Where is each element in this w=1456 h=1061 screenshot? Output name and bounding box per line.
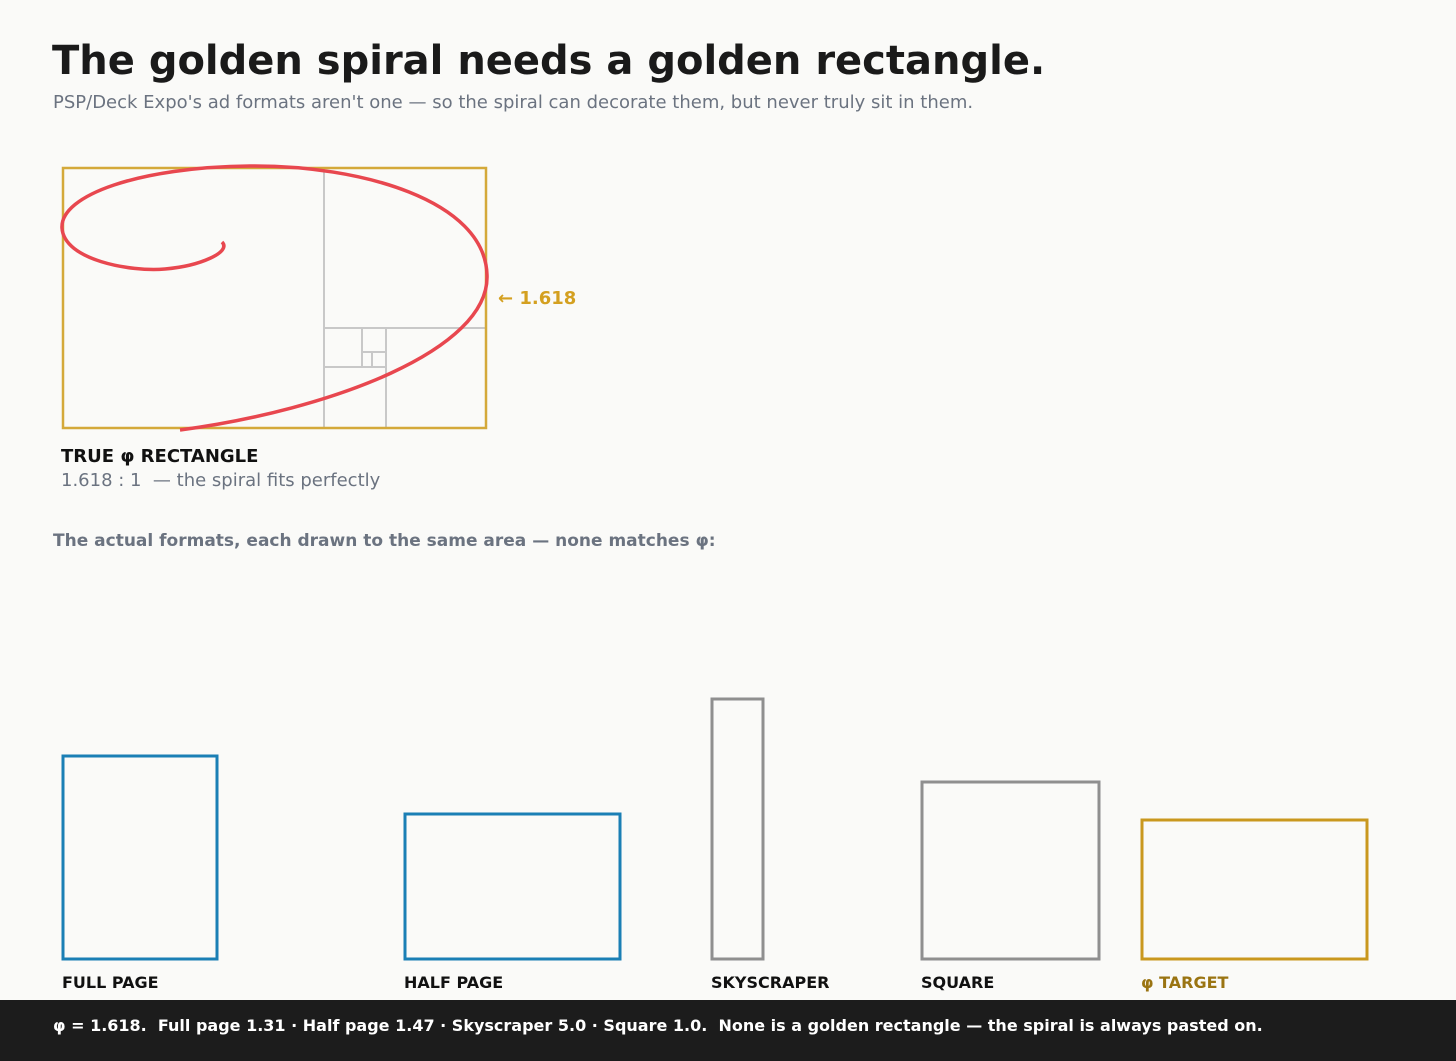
golden-spiral bbox=[60, 164, 489, 432]
full-page-rect bbox=[61, 754, 219, 961]
format-rectangles bbox=[61, 697, 1369, 961]
format-label: HALF PAGE bbox=[404, 973, 504, 992]
golden-rectangle bbox=[61, 166, 488, 430]
format-label: φ TARGET bbox=[1141, 973, 1229, 992]
illustration: ← 1.618 bbox=[60, 164, 1369, 961]
golden-caption: 1.618 : 1 — the spiral fits perfectly bbox=[61, 470, 381, 491]
footer: φ = 1.618. Full page 1.31 · Half page 1.… bbox=[0, 1000, 1456, 1061]
golden-title: TRUE φ RECTANGLE bbox=[61, 446, 259, 467]
footer-text: φ = 1.618. Full page 1.31 · Half page 1.… bbox=[53, 1016, 1263, 1035]
format-label: SKYSCRAPER bbox=[711, 973, 830, 992]
skyscraper-rect bbox=[710, 697, 765, 961]
title: The golden spiral needs a golden rectang… bbox=[52, 38, 1046, 84]
ratio-label: ← 1.618 bbox=[498, 288, 576, 309]
subtitle: PSP/Deck Expo's ad formats aren't one — … bbox=[53, 92, 974, 113]
square-rect bbox=[920, 780, 1101, 961]
formats-heading: The actual formats, each drawn to the sa… bbox=[53, 531, 716, 551]
format-label: SQUARE bbox=[921, 973, 995, 992]
half-page-rect bbox=[403, 812, 622, 961]
target-rect bbox=[1140, 818, 1369, 961]
format-label: FULL PAGE bbox=[62, 973, 159, 992]
